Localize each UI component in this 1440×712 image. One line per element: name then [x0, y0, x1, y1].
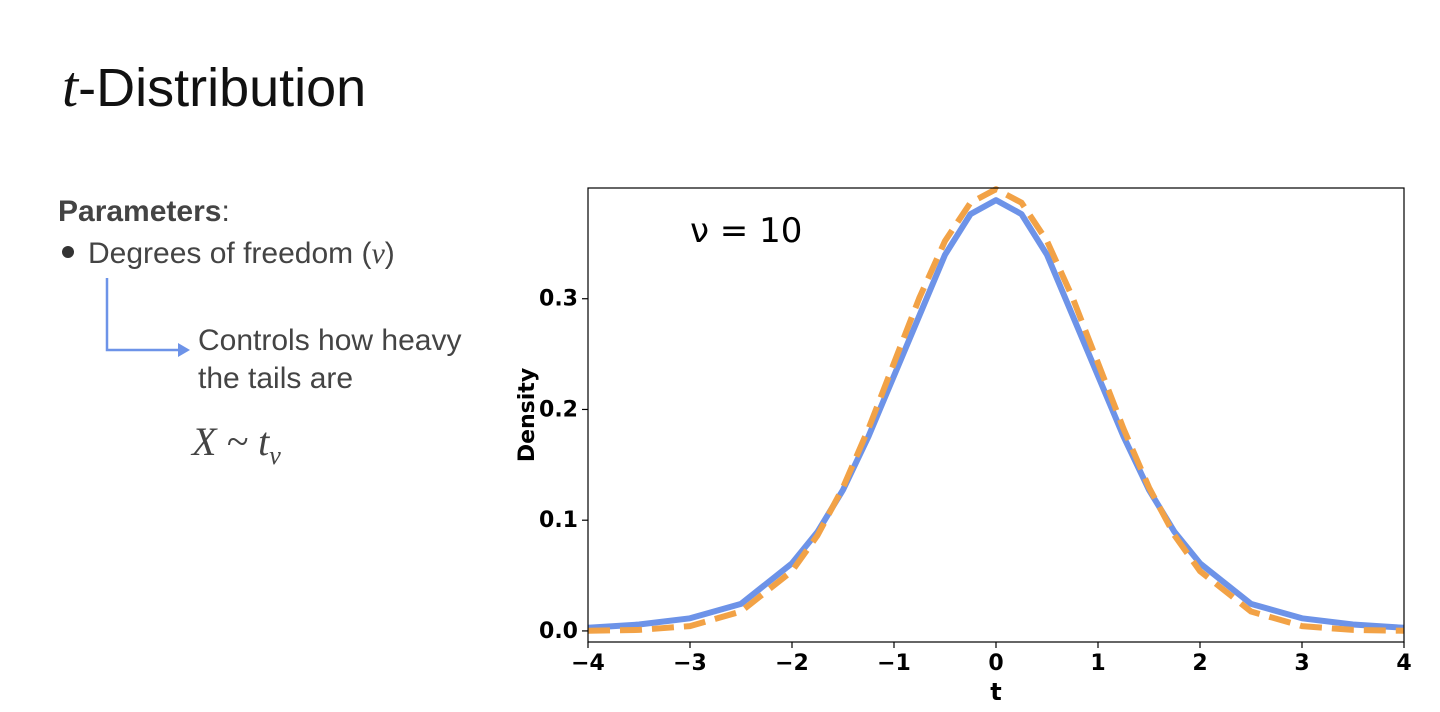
- bullet-text: Degrees of freedom (: [88, 237, 372, 270]
- y-tick-label: 0.1: [539, 508, 578, 533]
- x-tick-label: −2: [775, 651, 809, 676]
- distribution-formula: X ~ tν: [192, 418, 281, 471]
- formula-subscript: ν: [269, 441, 281, 470]
- elbow-arrow-icon: [105, 278, 190, 357]
- x-tick-label: −3: [673, 651, 707, 676]
- bullet-degrees-of-freedom: Degrees of freedom (ν): [62, 237, 395, 271]
- x-tick-label: 3: [1294, 651, 1309, 676]
- plot-lines: [587, 186, 1405, 634]
- y-tick-label: 0.3: [539, 287, 578, 312]
- y-axis-label: Density: [515, 368, 540, 462]
- nu-annotation: ν = 10: [690, 211, 802, 251]
- parameters-label: Parameters: [58, 195, 222, 228]
- note-line-2: the tails are: [198, 362, 354, 395]
- y-tick-label: 0.2: [539, 397, 578, 422]
- note-line-1: Controls how heavy: [198, 324, 462, 357]
- plot-frame: [587, 187, 1405, 643]
- x-tick-label: 1: [1090, 651, 1105, 676]
- x-tick-label: −4: [571, 651, 605, 676]
- x-tick-label: 4: [1396, 651, 1411, 676]
- bullet-dot-icon: [62, 246, 74, 259]
- x-tick-label: 0: [988, 651, 1003, 676]
- parameters-heading: Parameters:: [58, 195, 230, 229]
- series-line-solid: [587, 197, 1405, 631]
- x-tick-label: 2: [1192, 651, 1207, 676]
- title-text: -Distribution: [78, 58, 367, 118]
- density-chart: −4 −3 −2 −1 0 1 2 3 4 0.0 0.1 0.2 0.3 t Density ν =…: [515, 186, 1412, 705]
- arrow-head: [178, 343, 190, 357]
- x-axis-label: t: [990, 678, 1001, 705]
- x-tick-label: −1: [877, 651, 911, 676]
- bullet-close-paren: ): [384, 237, 395, 270]
- tails-note: Controls how heavy the tails are: [198, 322, 461, 398]
- series-line-dashed: [587, 186, 1405, 634]
- parameters-colon: :: [221, 195, 230, 228]
- arrow-line: [105, 278, 180, 352]
- x-axis-ticks: −4 −3 −2 −1 0 1 2 3 4: [571, 642, 1412, 676]
- title-variable: t: [62, 54, 79, 119]
- y-axis-ticks: 0.0 0.1 0.2 0.3: [539, 287, 588, 644]
- formula-main: X ~ t: [192, 419, 270, 464]
- slide-title: t-Distribution: [62, 58, 366, 116]
- bullet-nu-symbol: ν: [371, 237, 385, 270]
- y-tick-label: 0.0: [539, 619, 578, 644]
